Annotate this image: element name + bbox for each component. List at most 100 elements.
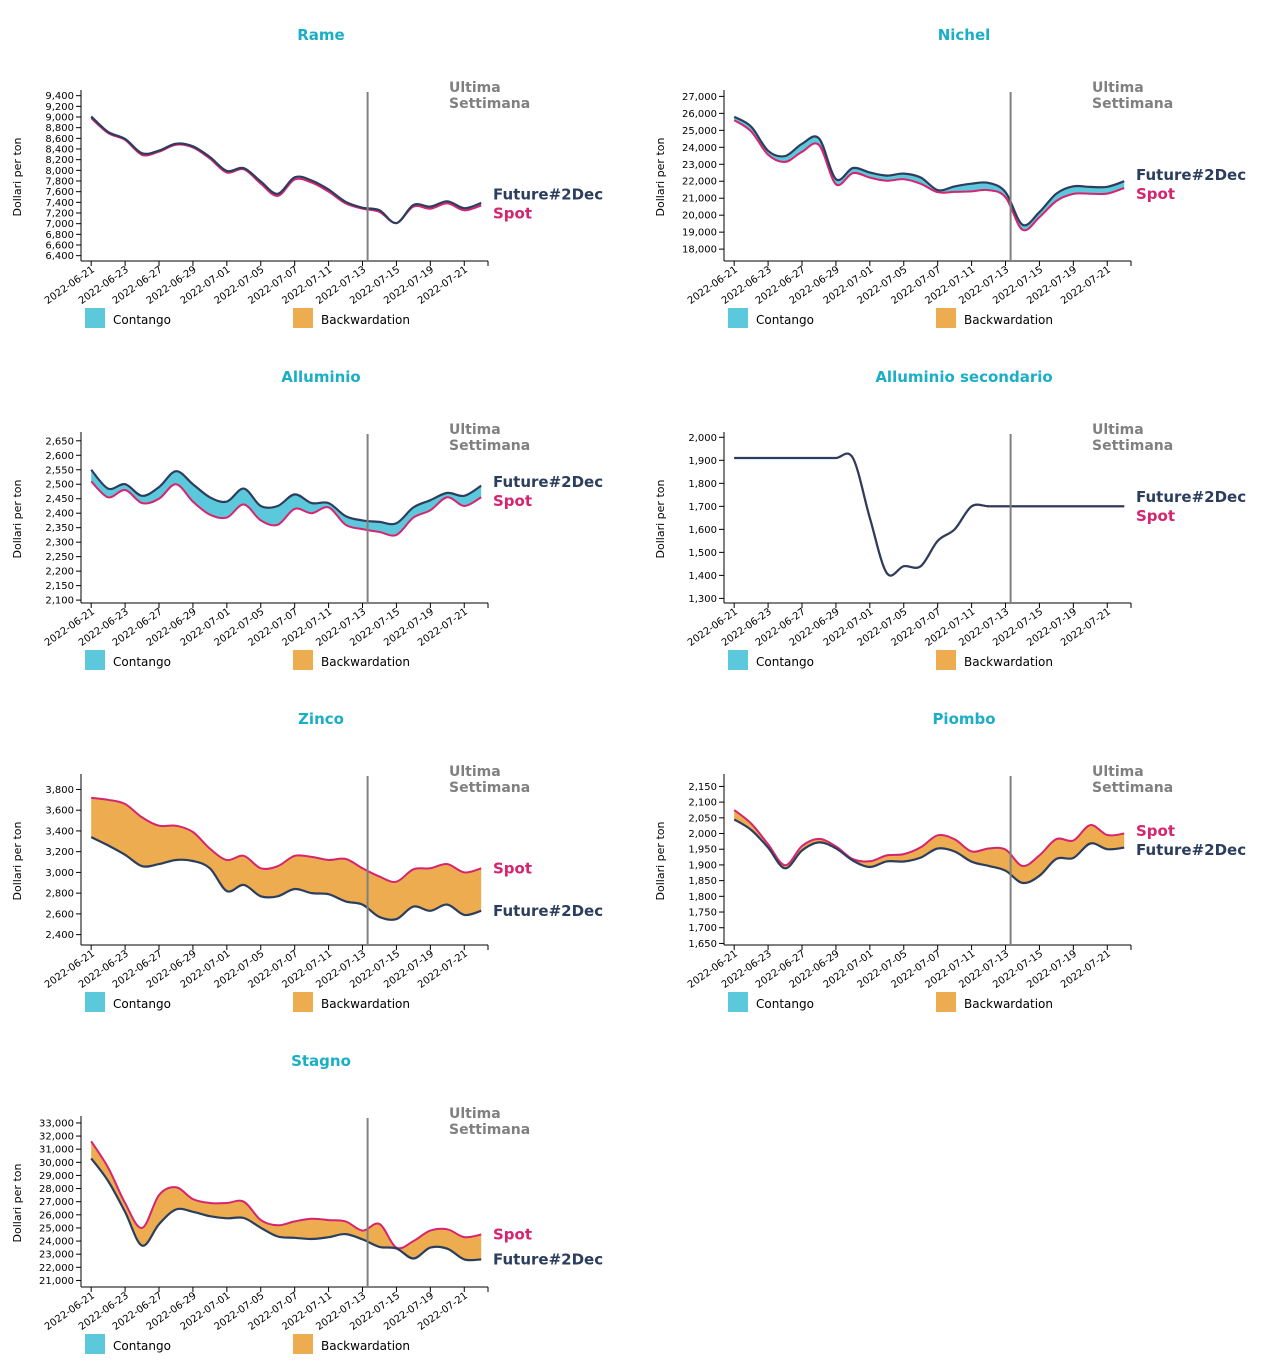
spot-price-line <box>90 1140 482 1250</box>
chart-svg: Stagno 21,000 22,000 23,000 24,000 25,000 26,0… <box>11 1052 603 1354</box>
future-price-line <box>90 469 482 526</box>
y-tick-label: 2,150 <box>45 581 74 592</box>
y-tick-label: 2,600 <box>45 451 74 462</box>
spot-price-line <box>734 452 1125 577</box>
y-tick-label: 2,250 <box>45 552 74 563</box>
contango-legend-swatch <box>85 650 105 670</box>
contango-legend-swatch <box>728 992 748 1012</box>
y-tick-label: 1,650 <box>688 939 717 950</box>
future-price-line <box>90 115 482 225</box>
y-tick-label: 2,100 <box>45 596 74 607</box>
y-tick-label: 18,000 <box>682 245 717 256</box>
y-tick-label: 9,400 <box>45 91 74 102</box>
y-tick-label: 1,700 <box>688 923 717 934</box>
chart-svg: Nichel 18,000 19,000 20,000 21,000 22,000 23,0… <box>654 26 1246 328</box>
backwardation-legend-swatch <box>293 650 313 670</box>
chart-svg: Rame 6,4006,6006,8007,0007,2007,4007,6007… <box>11 26 603 328</box>
last-week-label: Settimana <box>1092 780 1173 796</box>
last-week-label: Settimana <box>1092 438 1173 454</box>
y-tick-label: 1,800 <box>688 892 717 903</box>
chart-title: Nichel <box>938 26 991 44</box>
y-tick-label: 8,600 <box>45 134 74 145</box>
chart-panel-alluminio-secondario: Alluminio secondario 1,300 1,400 1,500 1,600… <box>643 342 1277 684</box>
y-tick-label: 7,400 <box>45 198 74 209</box>
y-tick-label: 1,950 <box>688 845 717 856</box>
y-tick-label: 3,400 <box>45 826 74 837</box>
y-tick-label: 7,800 <box>45 177 74 188</box>
last-week-label: Ultima <box>1092 80 1144 96</box>
y-tick-label: 20,000 <box>682 211 717 222</box>
last-week-label: Ultima <box>1092 764 1144 780</box>
spot-end-label: Spot <box>493 492 532 510</box>
last-week-label: Ultima <box>449 1106 501 1122</box>
chart-title: Piombo <box>932 710 995 728</box>
chart-panel-rame: Rame 6,400 6,600 6,800 7,000 7,200 7,400 7,600 7… <box>0 0 640 342</box>
y-tick-label: 8,400 <box>45 145 74 156</box>
backwardation-legend-label: Backwardation <box>321 313 410 327</box>
contango-legend-label: Contango <box>756 655 814 669</box>
backwardation-spread-area <box>91 1141 482 1261</box>
last-week-label: Settimana <box>1092 96 1173 112</box>
spot-end-label: Spot <box>493 205 532 223</box>
y-tick-label: 26,000 <box>39 1210 74 1221</box>
y-axis-label: Dollari per ton <box>654 138 667 217</box>
y-tick-label: 1,500 <box>688 548 717 559</box>
last-week-label: Settimana <box>449 1122 530 1138</box>
contango-legend-label: Contango <box>113 997 171 1011</box>
contango-legend-swatch <box>85 1334 105 1354</box>
contango-spread-area <box>734 116 1125 231</box>
contango-spread-area <box>734 453 1125 576</box>
spot-end-label: Spot <box>1136 822 1175 840</box>
y-tick-label: 1,850 <box>688 876 717 887</box>
y-tick-label: 19,000 <box>682 228 717 239</box>
contango-legend-swatch <box>85 308 105 328</box>
y-tick-label: 2,000 <box>688 433 717 444</box>
backwardation-legend-swatch <box>293 992 313 1012</box>
chart-panel-nichel: Nichel 18,000 19,000 20,000 21,000 22,000 23,0… <box>643 0 1277 342</box>
y-tick-label: 21,000 <box>682 194 717 205</box>
backwardation-spread-area <box>734 810 1125 884</box>
last-week-label: Settimana <box>449 96 530 112</box>
chart-panel-alluminio: Alluminio 2,100 2,150 2,200 2,250 2,300 2,350 2… <box>0 342 640 684</box>
y-axis-label: Dollari per ton <box>11 138 24 217</box>
y-tick-label: 6,400 <box>45 251 74 262</box>
y-tick-label: 27,000 <box>39 1197 74 1208</box>
y-tick-label: 1,900 <box>688 860 717 871</box>
y-tick-label: 2,500 <box>45 480 74 491</box>
chart-panel-zinco: Zinco 2,400 2,600 2,800 3,000 3,200 3,400 3,600… <box>0 684 640 1026</box>
spot-price-line <box>91 796 482 883</box>
chart-title: Alluminio secondario <box>875 368 1052 386</box>
y-tick-label: 2,550 <box>45 465 74 476</box>
backwardation-legend-swatch <box>293 308 313 328</box>
y-tick-label: 7,200 <box>45 209 74 220</box>
y-tick-label: 7,600 <box>45 187 74 198</box>
y-tick-label: 31,000 <box>39 1145 74 1156</box>
y-tick-label: 8,800 <box>45 123 74 134</box>
backwardation-legend-swatch <box>936 992 956 1012</box>
y-tick-label: 2,050 <box>688 813 717 824</box>
y-tick-label: 24,000 <box>682 143 717 154</box>
y-axis-label: Dollari per ton <box>654 822 667 901</box>
contango-legend-swatch <box>728 650 748 670</box>
last-week-label: Ultima <box>449 80 501 96</box>
y-tick-label: 2,400 <box>45 930 74 941</box>
spot-price-line <box>90 480 482 537</box>
y-tick-label: 26,000 <box>682 109 717 120</box>
chart-title: Stagno <box>291 1052 351 1070</box>
y-tick-label: 3,800 <box>45 785 74 796</box>
chart-panel-piombo: Piombo 1,650 1,700 1,750 1,800 1,850 1,900 1,95… <box>643 684 1277 1026</box>
y-axis-label: Dollari per ton <box>11 822 24 901</box>
y-tick-label: 6,600 <box>45 241 74 252</box>
contango-legend-label: Contango <box>113 313 171 327</box>
y-tick-label: 8,000 <box>45 166 74 177</box>
y-tick-label: 1,800 <box>688 479 717 490</box>
future-price-line <box>90 836 482 921</box>
spot-end-label: Spot <box>493 859 532 877</box>
chart-svg: Zinco 2,400 2,600 2,800 3,000 3,200 3,400 3,600… <box>11 710 603 1012</box>
future-end-label: Future#2Dec <box>1136 841 1246 859</box>
chart-svg: Alluminio 2,100 2,150 2,200 2,250 2,300 2,350 2… <box>11 368 603 670</box>
y-axis-label: Dollari per ton <box>654 480 667 559</box>
spot-end-label: Spot <box>493 1226 532 1244</box>
future-end-label: Future#2Dec <box>1136 166 1246 184</box>
contango-legend-label: Contango <box>113 1339 171 1353</box>
